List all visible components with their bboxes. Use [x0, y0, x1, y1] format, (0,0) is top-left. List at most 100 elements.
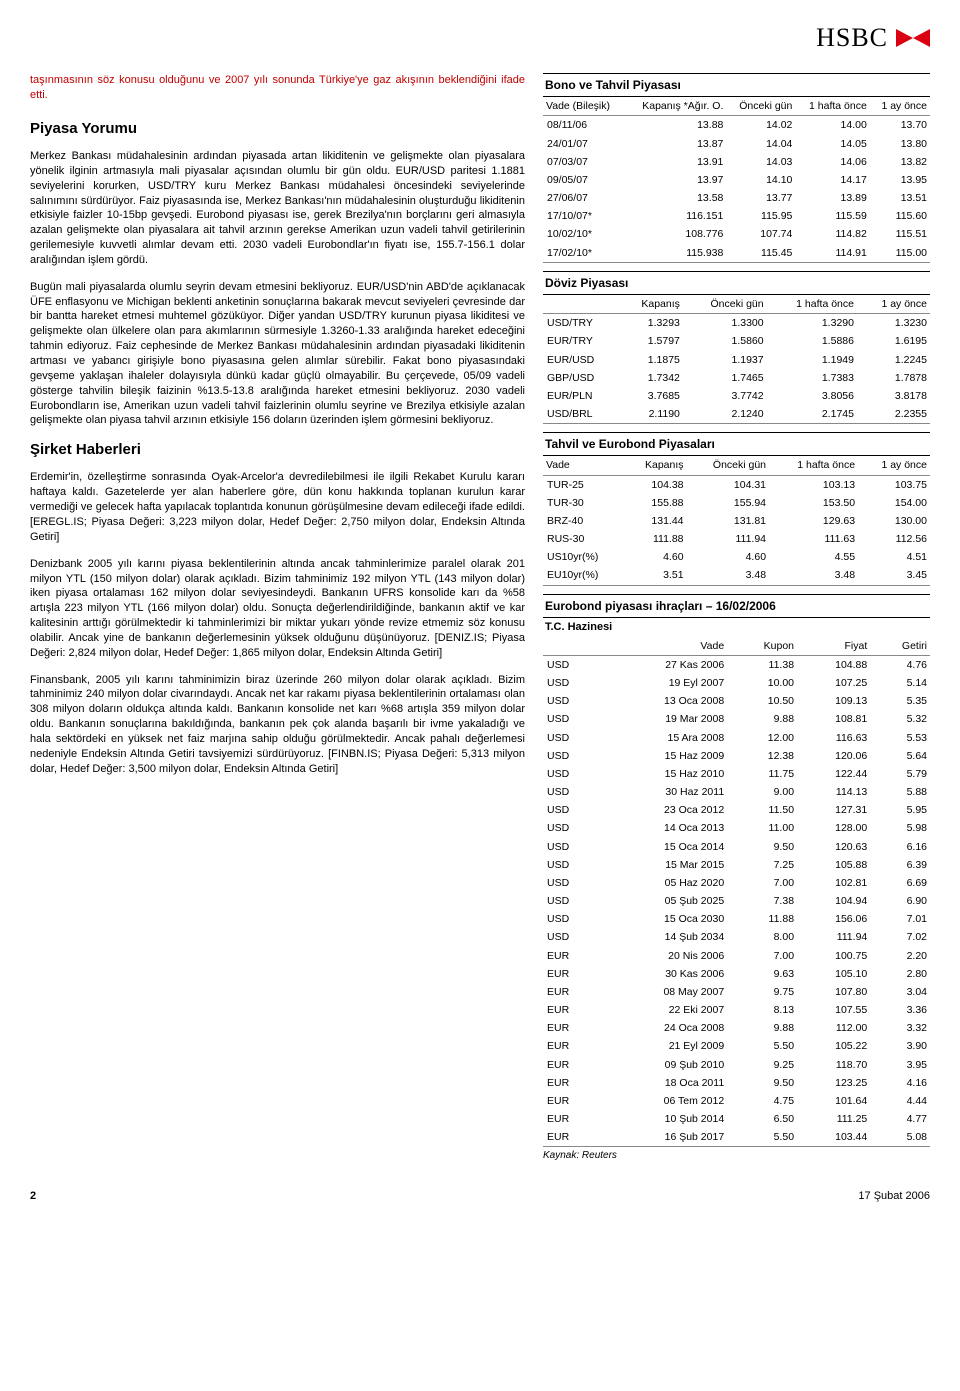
table-row: USD/BRL2.11902.12402.17452.2355 [543, 405, 930, 424]
cell: 10/02/10* [543, 225, 625, 243]
cell: 24 Oca 2008 [599, 1019, 727, 1037]
table-row: USD15 Oca 203011.88156.067.01 [543, 910, 930, 928]
cell: 1.1875 [620, 351, 683, 369]
eurobond-subtitle: T.C. Hazinesi [543, 618, 930, 637]
cell: EUR [543, 1110, 599, 1128]
tahvil-table-block: Tahvil ve Eurobond Piyasaları VadeKapanı… [543, 432, 930, 585]
cell: 108.81 [797, 710, 870, 728]
table-row: USD13 Oca 200810.50109.135.35 [543, 692, 930, 710]
col-header: 1 hafta önce [795, 97, 869, 116]
cell: 1.7465 [683, 369, 767, 387]
table-row: USD05 Şub 20257.38104.946.90 [543, 892, 930, 910]
cell: EUR [543, 1128, 599, 1147]
brand-name: HSBC [816, 20, 888, 55]
cell: 5.64 [870, 747, 930, 765]
cell: 13.51 [870, 189, 930, 207]
cell: 111.94 [687, 530, 770, 548]
cell: 12.38 [727, 747, 797, 765]
section-company-body: Erdemir'in, özelleştirme sonrasında Oyak… [30, 470, 525, 776]
cell: 27 Kas 2006 [599, 655, 727, 674]
cell: 14.10 [726, 171, 795, 189]
cell: 13.87 [625, 135, 727, 153]
cell: 108.776 [625, 225, 727, 243]
table-row: USD23 Oca 201211.50127.315.95 [543, 801, 930, 819]
cell: 103.44 [797, 1128, 870, 1147]
cell: USD/TRY [543, 314, 620, 333]
table-row: USD05 Haz 20207.00102.816.69 [543, 874, 930, 892]
cell: 10.50 [727, 692, 797, 710]
cell: USD [543, 765, 599, 783]
cell: 15 Oca 2014 [599, 838, 727, 856]
cell: 08 May 2007 [599, 983, 727, 1001]
cell: USD [543, 856, 599, 874]
cell: 3.32 [870, 1019, 930, 1037]
cell: 104.94 [797, 892, 870, 910]
cell: 13.95 [870, 171, 930, 189]
cell: 21 Eyl 2009 [599, 1037, 727, 1055]
cell: 112.56 [858, 530, 930, 548]
cell: 130.00 [858, 512, 930, 530]
table-row: USD15 Mar 20157.25105.886.39 [543, 856, 930, 874]
company-paragraph: Finansbank, 2005 yılı karını tahminimizi… [30, 673, 525, 777]
cell: 10.00 [727, 674, 797, 692]
eurobond-table-block: Eurobond piyasası ihraçları – 16/02/2006… [543, 594, 930, 1163]
table-row: 09/05/0713.9714.1014.1713.95 [543, 171, 930, 189]
cell: 2.1745 [767, 405, 857, 424]
cell: 114.91 [795, 244, 869, 263]
cell: 4.16 [870, 1074, 930, 1092]
cell: 7.38 [727, 892, 797, 910]
cell: 6.90 [870, 892, 930, 910]
cell: 131.81 [687, 512, 770, 530]
cell: USD [543, 874, 599, 892]
cell: 115.51 [870, 225, 930, 243]
cell: 111.94 [797, 928, 870, 946]
cell: 120.06 [797, 747, 870, 765]
cell: 115.45 [726, 244, 795, 263]
cell: 3.7685 [620, 387, 683, 405]
cell: 5.08 [870, 1128, 930, 1147]
cell: 1.3300 [683, 314, 767, 333]
table-row: US10yr(%)4.604.604.554.51 [543, 548, 930, 566]
table-row: EUR22 Eki 20078.13107.553.36 [543, 1001, 930, 1019]
table-row: USD19 Mar 20089.88108.815.32 [543, 710, 930, 728]
table-row: EUR30 Kas 20069.63105.102.80 [543, 965, 930, 983]
table-row: EUR16 Şub 20175.50103.445.08 [543, 1128, 930, 1147]
cell: 05 Şub 2025 [599, 892, 727, 910]
cell: 7.01 [870, 910, 930, 928]
cell: 111.88 [624, 530, 686, 548]
cell: 115.95 [726, 207, 795, 225]
table-row: USD19 Eyl 200710.00107.255.14 [543, 674, 930, 692]
cell: 9.75 [727, 983, 797, 1001]
cell: 15 Ara 2008 [599, 729, 727, 747]
table-row: 24/01/0713.8714.0414.0513.80 [543, 135, 930, 153]
cell: 12.00 [727, 729, 797, 747]
cell: BRZ-40 [543, 512, 624, 530]
col-header: Önceki gün [726, 97, 795, 116]
table-row: USD15 Ara 200812.00116.635.53 [543, 729, 930, 747]
cell: 131.44 [624, 512, 686, 530]
cell: 104.38 [624, 475, 686, 494]
table-row: EUR20 Nis 20067.00100.752.20 [543, 947, 930, 965]
fx-table-block: Döviz Piyasası KapanışÖnceki gün1 hafta … [543, 271, 930, 424]
cell: 115.938 [625, 244, 727, 263]
table-row: 17/02/10*115.938115.45114.91115.00 [543, 244, 930, 263]
table-row: GBP/USD1.73421.74651.73831.7878 [543, 369, 930, 387]
cell: 116.63 [797, 729, 870, 747]
content: taşınmasının söz konusu olduğunu ve 2007… [30, 73, 930, 1171]
cell: 2.80 [870, 965, 930, 983]
eurobond-source: Kaynak: Reuters [543, 1147, 930, 1163]
cell: 19 Mar 2008 [599, 710, 727, 728]
col-header: 1 hafta önce [769, 456, 858, 475]
cell: 7.25 [727, 856, 797, 874]
cell: 4.60 [687, 548, 770, 566]
cell: 109.13 [797, 692, 870, 710]
table-row: EUR/PLN3.76853.77423.80563.8178 [543, 387, 930, 405]
table-row: USD14 Şub 20348.00111.947.02 [543, 928, 930, 946]
cell: 1.1937 [683, 351, 767, 369]
table-row: EUR08 May 20079.75107.803.04 [543, 983, 930, 1001]
cell: 17/02/10* [543, 244, 625, 263]
table-row: 07/03/0713.9114.0314.0613.82 [543, 153, 930, 171]
cell: 3.36 [870, 1001, 930, 1019]
cell: 5.35 [870, 692, 930, 710]
cell: USD [543, 892, 599, 910]
